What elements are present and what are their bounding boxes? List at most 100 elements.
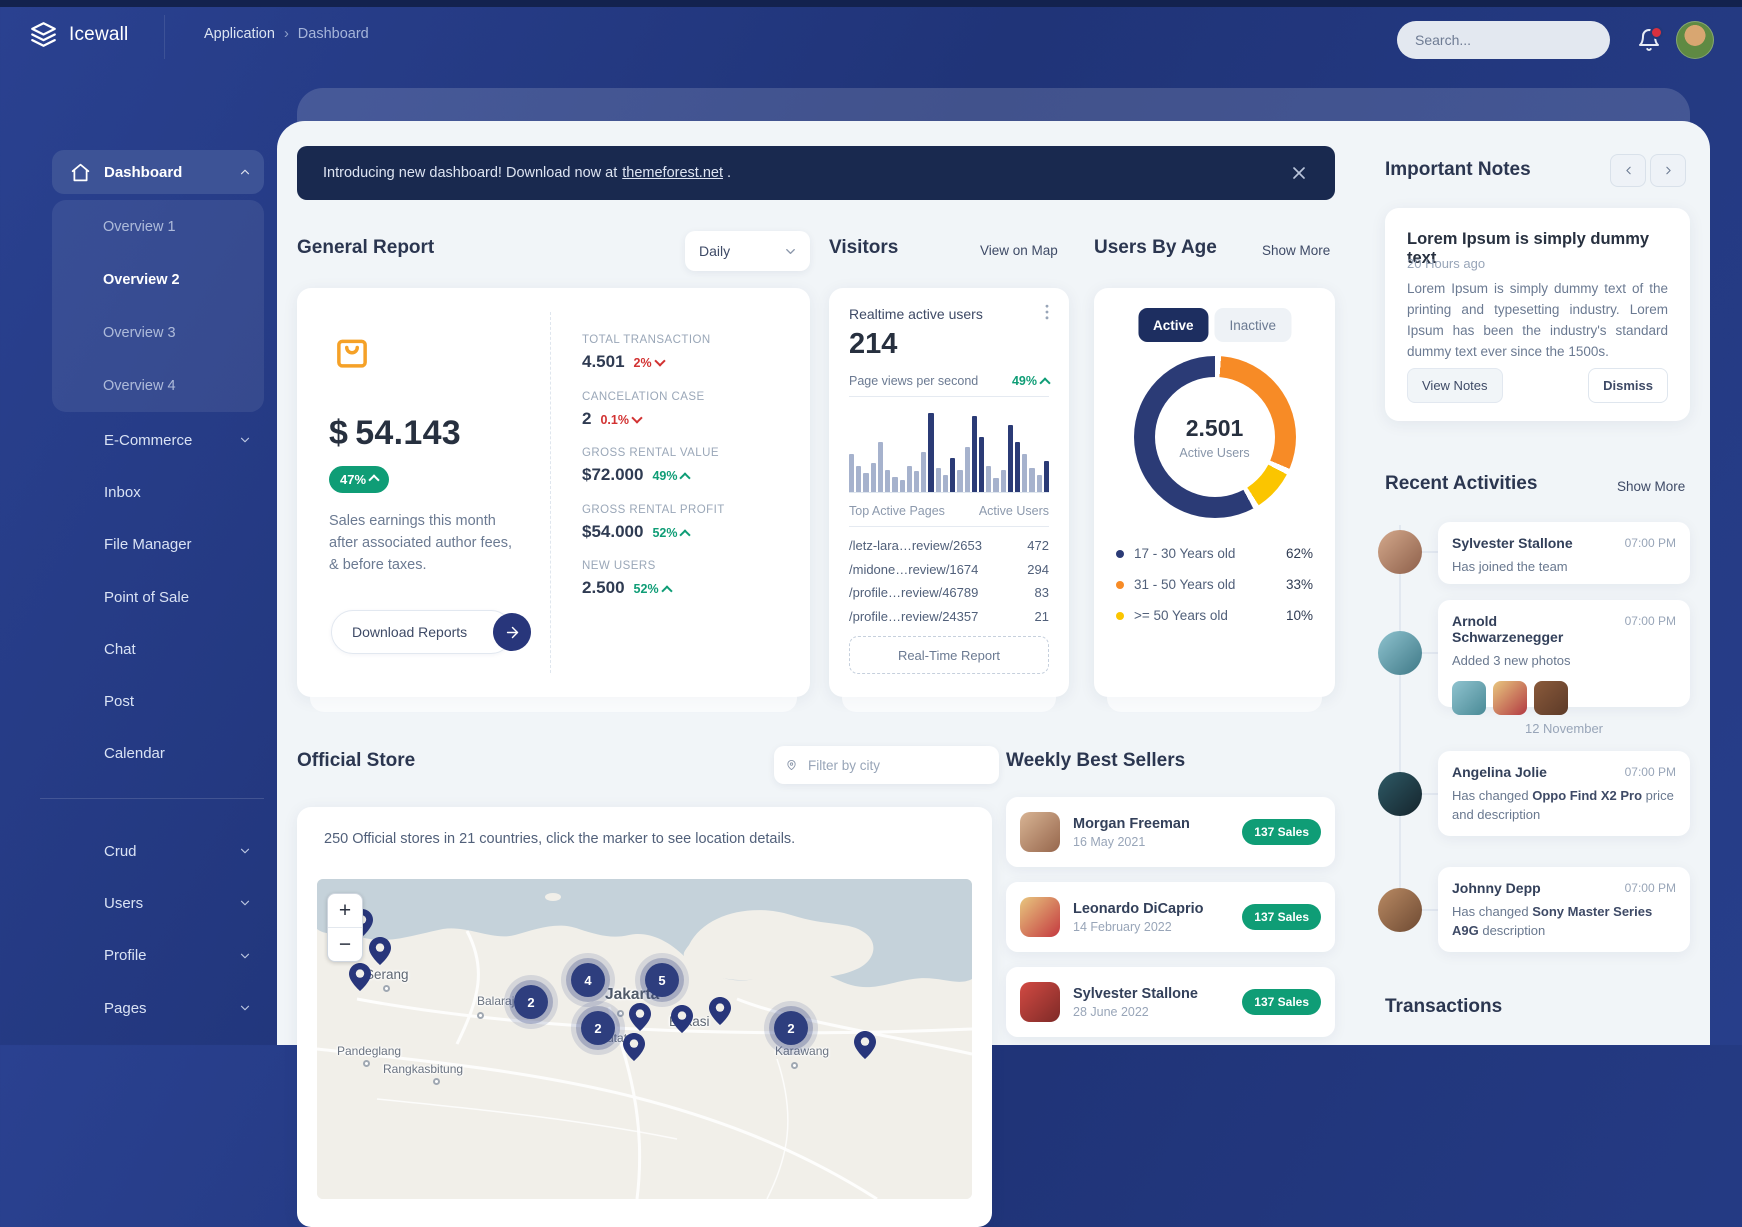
notes-next-button[interactable] [1650,154,1686,187]
sidebar-subitem[interactable]: Overview 3 [52,306,264,359]
best-seller-card[interactable]: Morgan Freeman 16 May 2021 137 Sales [1006,797,1335,867]
toggle-active[interactable]: Active [1137,308,1209,342]
filter-city-input[interactable] [806,756,987,774]
period-select[interactable]: Daily [685,231,810,271]
sidebar-item[interactable]: E-Commerce [52,414,264,466]
notifications-button[interactable] [1637,26,1663,52]
filter-by-city-box[interactable] [774,746,999,784]
close-icon[interactable] [1289,163,1309,183]
sidebar-item[interactable]: Crud [52,825,264,877]
edit-icon [70,841,91,862]
best-seller-card[interactable]: Sylvester Stallone 28 June 2022 137 Sale… [1006,967,1335,1037]
visitors-bar [899,479,905,492]
sidebar-group-2: Crud Users Profile Pages [52,825,264,1034]
zoom-out-button[interactable]: − [328,927,362,961]
map-city-label: Balaraja [477,994,522,1008]
map-marker-pin[interactable] [709,997,731,1025]
activity-text-pre: Added 3 new photos [1452,653,1571,668]
timeline-line [1399,525,1401,925]
store-map[interactable]: JakartaBekasiSerangBalarajaKarawangPande… [317,879,972,1199]
sidebar-item[interactable]: Post [52,675,264,727]
map-cluster-marker[interactable]: 2 [581,1011,615,1045]
sidebar-item-label: E-Commerce [104,431,193,449]
map-cluster-marker[interactable]: 2 [514,985,548,1019]
sidebar-item[interactable]: Point of Sale [52,571,264,623]
sidebar-item[interactable]: Chat [52,623,264,675]
map-city-label: Serang [365,967,409,982]
visitors-title: Visitors [829,237,899,258]
realtime-users-value: 214 [849,328,898,360]
delta-chevron-icon [679,472,692,484]
activity-time: 07:00 PM [1624,765,1676,779]
show-more-link-activities[interactable]: Show More [1617,479,1686,494]
sidebar-item[interactable]: Calendar [52,728,264,780]
sidebar-item[interactable]: Inbox [52,466,264,518]
kebab-menu-icon[interactable] [1037,302,1057,322]
user-avatar[interactable] [1676,21,1714,59]
download-reports-label: Download Reports [352,624,468,640]
visitors-bar [1015,442,1021,492]
sidebar-item[interactable]: Pages [52,982,264,1034]
sales-description: Sales earnings this month after associat… [329,513,512,574]
breadcrumb-dashboard[interactable]: Dashboard [297,26,369,42]
official-store-card: 250 Official stores in 21 countries, cli… [297,807,992,1227]
real-time-report-button[interactable]: Real-Time Report [849,636,1049,674]
best-seller-card[interactable]: Leonardo DiCaprio 14 February 2022 137 S… [1006,882,1335,952]
dismiss-button[interactable]: Dismiss [1588,368,1668,403]
zoom-in-button[interactable]: + [338,898,352,922]
download-reports-button[interactable]: Download Reports [331,610,513,654]
visitors-bar [935,467,941,492]
map-cluster-marker[interactable]: 4 [571,963,605,997]
view-notes-button[interactable]: View Notes [1407,368,1503,403]
users-by-age-card: Active Inactive 2.501 Active Users 17 - … [1094,288,1335,697]
view-on-map-link[interactable]: View on Map [980,243,1058,258]
search-input[interactable] [1413,31,1598,49]
map-marker-pin[interactable] [629,1003,651,1031]
sidebar: Dashboard Overview 1 Overview 2 Overview… [0,67,277,1045]
legend-label: >= 50 Years old [1134,608,1228,623]
activity-icon [70,217,90,237]
legend-label: 31 - 50 Years old [1134,577,1236,592]
sidebar-subitem[interactable]: Overview 1 [52,200,264,253]
legend-label: 17 - 30 Years old [1134,546,1236,561]
stat-delta-value: 52% [652,525,678,540]
seller-name: Sylvester Stallone [1073,985,1198,1002]
map-marker-pin[interactable] [623,1033,645,1061]
transactions-title: Transactions [1385,996,1503,1017]
visitors-bar [1029,467,1035,492]
active-users-count: 21 [1034,608,1049,624]
map-cluster-marker[interactable]: 5 [645,963,679,997]
card-stack-ghost [310,697,797,712]
seller-info: Leonardo DiCaprio 14 February 2022 [1073,901,1242,934]
report-stats: TOTAL TRANSACTION 4.501 2% CANCELATION C… [582,334,780,617]
delta-chevron-icon [679,528,692,541]
notes-prev-button[interactable] [1610,154,1646,187]
sidebar-item-dashboard[interactable]: Dashboard [52,150,264,194]
sidebar-subitem[interactable]: Overview 2 [52,253,264,306]
map-cluster-marker[interactable]: 2 [774,1011,808,1045]
map-marker-pin[interactable] [369,937,391,965]
show-more-link-ages[interactable]: Show More [1262,243,1331,258]
map-marker-pin[interactable] [349,963,371,991]
map-marker-pin[interactable] [854,1031,876,1059]
legend-row: 17 - 30 Years old 62% [1116,538,1313,569]
sidebar-item-label: Users [104,894,144,912]
age-legend: 17 - 30 Years old 62% 31 - 50 Years old … [1116,538,1313,631]
activity-text: Has changed Oppo Find X2 Pro price and d… [1452,787,1676,825]
search-box[interactable] [1397,21,1610,59]
sidebar-item[interactable]: Users [52,877,264,929]
map-marker-pin[interactable] [671,1005,693,1033]
seller-info: Morgan Freeman 16 May 2021 [1073,816,1242,849]
content-panel: Introducing new dashboard! Download now … [277,121,1710,1227]
stat-delta: 0.1% [600,411,643,427]
legend-dot [1116,580,1124,589]
toggle-inactive[interactable]: Inactive [1214,308,1292,342]
breadcrumb-application[interactable]: Application [204,26,275,42]
banner-link[interactable]: themeforest.net [622,165,723,181]
sidebar-item[interactable]: File Manager [52,519,264,571]
stat-delta-value: 0.1% [600,412,629,427]
brand[interactable]: Icewall [30,21,128,48]
sidebar-subitem[interactable]: Overview 4 [52,359,264,412]
sidebar-item[interactable]: Profile [52,930,264,982]
download-arrow-button[interactable] [493,613,531,651]
